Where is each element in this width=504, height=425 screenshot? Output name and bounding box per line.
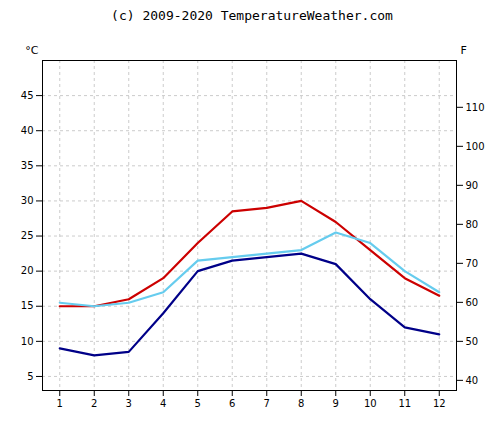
svg-text:1: 1 [57, 398, 63, 409]
html-text:(c) 2009-2020 TemperatureWeath: (c) 2009-2020 TemperatureWeather.com [111, 8, 393, 23]
svg-text:40: 40 [466, 375, 479, 386]
svg-text:90: 90 [466, 180, 479, 191]
svg-text:70: 70 [466, 258, 479, 269]
svg-text:6: 6 [229, 398, 235, 409]
svg-text:7: 7 [264, 398, 270, 409]
svg-text:F: F [461, 44, 467, 57]
svg-text:30: 30 [21, 195, 34, 206]
svg-text:80: 80 [466, 219, 479, 230]
svg-text:8: 8 [298, 398, 304, 409]
svg-text:60: 60 [466, 297, 479, 308]
svg-text:10: 10 [364, 398, 377, 409]
svg-text:2: 2 [91, 398, 97, 409]
svg-text:50: 50 [466, 336, 479, 347]
svg-text:100: 100 [466, 141, 485, 152]
svg-text:15: 15 [21, 300, 34, 311]
svg-text:110: 110 [466, 102, 485, 113]
svg-text:°C: °C [25, 44, 39, 57]
svg-text:45: 45 [21, 90, 34, 101]
svg-text:4: 4 [160, 398, 166, 409]
svg-text:5: 5 [27, 371, 33, 382]
svg-text:11: 11 [398, 398, 411, 409]
svg-text:9: 9 [333, 398, 339, 409]
svg-text:5: 5 [195, 398, 201, 409]
svg-text:25: 25 [21, 230, 34, 241]
svg-text:10: 10 [21, 336, 34, 347]
svg-text:20: 20 [21, 265, 34, 276]
svg-text:40: 40 [21, 125, 34, 136]
svg-text:35: 35 [21, 160, 34, 171]
svg-text:3: 3 [126, 398, 132, 409]
svg-text:12: 12 [433, 398, 446, 409]
